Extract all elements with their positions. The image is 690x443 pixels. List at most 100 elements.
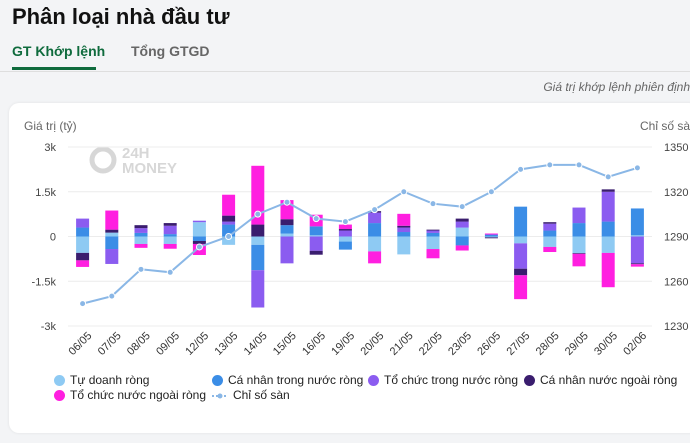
bar-segment-3 xyxy=(280,236,294,264)
bar-segment-2 xyxy=(572,223,586,237)
bar-segment-1 xyxy=(76,236,90,253)
tabs-divider xyxy=(0,71,690,72)
bar-segment-4 xyxy=(105,229,119,233)
bar-segment-3 xyxy=(368,212,382,224)
bar-segment-1 xyxy=(484,236,498,238)
index-line-point xyxy=(225,233,233,240)
index-line-point xyxy=(604,173,612,181)
x-tick-label: 02/06 xyxy=(621,330,649,358)
bar-segment-4 xyxy=(76,252,90,261)
x-tick-label: 16/05 xyxy=(300,330,328,358)
legend-swatch-ca-nhan-trong-nuoc xyxy=(212,374,223,386)
index-line-point xyxy=(371,206,379,214)
x-tick-label: 09/05 xyxy=(154,330,182,358)
bar-segment-4 xyxy=(134,225,148,229)
bar-segment-2 xyxy=(134,232,148,237)
index-line-point xyxy=(487,188,495,196)
bar-segment-5 xyxy=(251,165,265,225)
legend-item-ca-nhan-trong-nuoc[interactable]: Cá nhân trong nước ròng xyxy=(212,373,363,387)
index-line-point xyxy=(341,218,349,226)
bar-segment-2 xyxy=(222,224,236,237)
index-line-point xyxy=(458,203,466,211)
bar-segment-4 xyxy=(484,237,498,239)
x-tick-label: 19/05 xyxy=(329,330,357,358)
bar-segment-1 xyxy=(601,236,615,253)
y2-tick-label: 1260 xyxy=(664,276,688,288)
x-tick-label: 21/05 xyxy=(388,330,416,358)
bar-segment-1 xyxy=(105,232,119,237)
bar-segment-3 xyxy=(514,243,528,269)
tab-gt-khop-lenh[interactable]: GT Khớp lệnh xyxy=(12,43,106,59)
index-line-point xyxy=(546,161,554,169)
bar-segment-2 xyxy=(601,221,615,237)
bar-segment-5 xyxy=(222,194,236,216)
bar-segment-3 xyxy=(426,230,440,233)
bar-segment-3 xyxy=(572,207,586,224)
tab-tong-gtgd[interactable]: Tổng GTGD xyxy=(131,43,210,59)
legend-label: Tổ chức nước ngoài ròng xyxy=(70,388,207,402)
legend-label: Tổ chức trong nước ròng xyxy=(384,373,518,387)
y-tick-label: 1.5k xyxy=(35,187,56,199)
svg-text:24H: 24H xyxy=(122,145,150,162)
bar-segment-5 xyxy=(134,243,148,248)
x-tick-label: 15/05 xyxy=(271,330,299,358)
bar-segment-4 xyxy=(397,225,411,228)
bar-segment-1 xyxy=(251,236,265,245)
bar-segment-3 xyxy=(163,225,177,235)
bar-segment-1 xyxy=(163,236,177,244)
bar-segment-1 xyxy=(222,236,236,245)
bar-segment-1 xyxy=(368,236,382,252)
legend-swatch-ca-nhan-nuoc-ngoai xyxy=(524,374,535,386)
svg-text:MONEY: MONEY xyxy=(122,160,177,177)
legend-item-ca-nhan-nuoc-ngoai[interactable]: Cá nhân nước ngoài ròng xyxy=(524,373,677,387)
y-tick-label: -1.5k xyxy=(32,276,57,288)
legend-item-chi-so-san[interactable]: Chỉ số sàn xyxy=(212,388,290,402)
bar-segment-3 xyxy=(543,223,557,231)
legend-label: Tự doanh ròng xyxy=(70,373,150,387)
legend-label: Cá nhân trong nước ròng xyxy=(228,373,364,387)
index-line-point xyxy=(283,198,291,206)
bar-segment-3 xyxy=(484,234,498,236)
index-line-point xyxy=(429,200,437,208)
index-line-point xyxy=(633,164,641,172)
legend-item-to-chuc-nuoc-ngoai[interactable]: Tổ chức nước ngoài ròng xyxy=(54,388,206,402)
x-tick-label: 13/05 xyxy=(213,330,241,358)
bar-segment-3 xyxy=(601,191,615,222)
bar-segment-2 xyxy=(309,226,323,236)
bar-segment-3 xyxy=(309,236,323,251)
legend-item-tu-doanh[interactable]: Tự doanh ròng xyxy=(54,373,149,387)
bar-segment-3 xyxy=(134,228,148,233)
bar-segment-5 xyxy=(76,260,90,267)
bar-segment-4 xyxy=(455,218,469,222)
bar-segment-5 xyxy=(543,246,557,253)
bar-segment-3 xyxy=(630,236,644,264)
bar-segment-5 xyxy=(484,233,498,235)
bar-segment-2 xyxy=(543,230,557,237)
index-line-point xyxy=(195,243,203,251)
legend-item-to-chuc-trong-nuoc[interactable]: Tổ chức trong nước ròng xyxy=(368,373,518,387)
bar-segment-1 xyxy=(397,236,411,255)
x-tick-label: 14/05 xyxy=(242,330,270,358)
x-tick-label: 12/05 xyxy=(183,330,211,358)
bar-segment-5 xyxy=(601,252,615,288)
bar-segment-4 xyxy=(280,219,294,226)
bar-segment-2 xyxy=(426,232,440,237)
x-tick-label: 30/05 xyxy=(592,330,620,358)
bar-segment-1 xyxy=(426,236,440,250)
y2-tick-label: 1230 xyxy=(664,321,688,333)
legend-swatch-tu-doanh xyxy=(54,374,65,386)
bar-segment-2 xyxy=(163,234,177,237)
chart-subtitle: Giá trị khớp lệnh phiên định xyxy=(543,80,690,94)
x-tick-label: 06/05 xyxy=(67,330,95,358)
legend-swatch-chi-so-san xyxy=(212,390,228,401)
bar-segment-1 xyxy=(338,236,352,242)
bar-segment-3 xyxy=(455,221,469,228)
y-axis-title: Giá trị (tỷ) xyxy=(24,119,77,133)
bar-segment-5 xyxy=(455,245,469,251)
y2-axis-title: Chỉ số sàn xyxy=(640,119,690,133)
bar-segment-2 xyxy=(514,206,528,237)
bar-segment-5 xyxy=(105,210,119,230)
bar-segment-4 xyxy=(601,189,615,192)
x-tick-label: 23/05 xyxy=(446,330,474,358)
